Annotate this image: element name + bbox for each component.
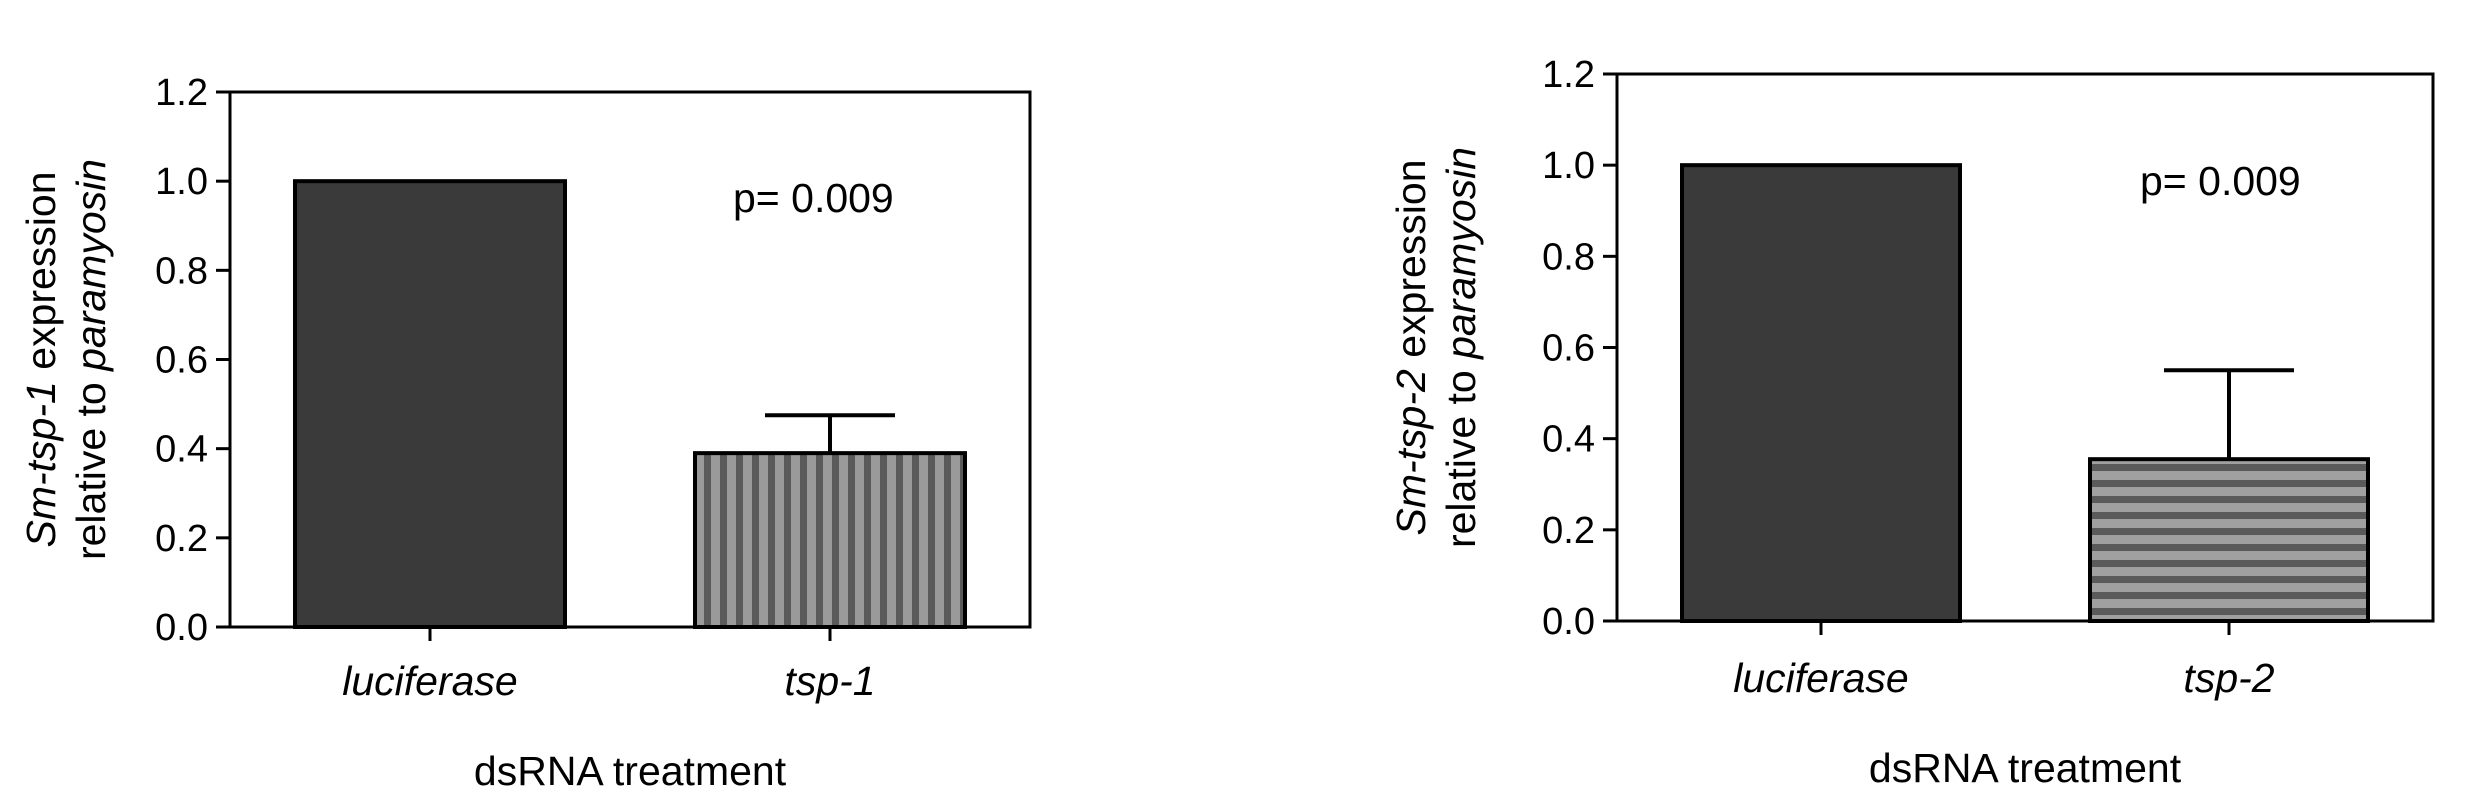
p-value-annotation: p= 0.009 — [2140, 158, 2301, 204]
y-axis-title-relative: relative to — [1438, 359, 1484, 548]
y-axis-title-line2: relative to paramyosin — [1438, 147, 1484, 548]
bar-chart-tsp1: p= 0.009 dsRNA treatment Sm-tsp-1 expres… — [18, 72, 1032, 794]
y-axis-title-expr: expression — [18, 172, 64, 382]
x-axis-title: dsRNA treatment — [1869, 745, 2182, 791]
bar-luciferase — [293, 179, 567, 630]
y-tick-label: 0.0 — [1542, 601, 1595, 643]
x-tick-label-tsp-1: tsp-1 — [784, 658, 875, 704]
y-tick-label: 0.8 — [155, 250, 208, 292]
y-tick-label: 1.0 — [155, 161, 208, 203]
y-axis-title: Sm-tsp-2 expression relative to paramyos… — [1388, 147, 1484, 548]
y-tick-label: 1.2 — [1542, 54, 1595, 96]
y-tick-label: 0.6 — [1542, 328, 1595, 370]
y-axis-title-relative: relative to — [68, 371, 114, 560]
bar-luciferase — [1680, 163, 1962, 624]
y-tick-label: 0.2 — [1542, 510, 1595, 552]
y-axis-title-gene: Sm-tsp-2 — [1388, 369, 1434, 536]
y-tick-label: 0.4 — [1542, 419, 1595, 461]
x-tick-label-luciferase: luciferase — [1733, 655, 1908, 701]
p-value-annotation: p= 0.009 — [733, 175, 894, 221]
bar-chart-tsp2: p= 0.009 dsRNA treatment Sm-tsp-2 expres… — [1388, 54, 2435, 791]
x-tick-label-tsp-2: tsp-2 — [2183, 655, 2274, 701]
x-axis-title: dsRNA treatment — [474, 748, 787, 794]
y-axis-title-ref: paramyosin — [1438, 147, 1484, 361]
chart-panel-tsp2: p= 0.009 dsRNA treatment Sm-tsp-2 expres… — [1380, 0, 2473, 805]
y-tick-label: 0.8 — [1542, 236, 1595, 278]
y-axis-title-line1: Sm-tsp-2 expression — [1388, 160, 1434, 536]
y-axis-title: Sm-tsp-1 expression relative to paramyos… — [18, 159, 114, 560]
y-tick-label: 1.0 — [1542, 145, 1595, 187]
x-tick-label-luciferase: luciferase — [342, 658, 517, 704]
y-tick-label: 0.0 — [155, 607, 208, 649]
y-tick-label: 0.6 — [155, 340, 208, 382]
y-tick-label: 0.2 — [155, 518, 208, 560]
y-axis-title-line2: relative to paramyosin — [68, 159, 114, 560]
y-tick-label: 0.4 — [155, 429, 208, 471]
bar-tsp-2 — [2088, 457, 2370, 623]
y-axis-title-gene: Sm-tsp-1 — [18, 381, 64, 547]
y-axis-title-line1: Sm-tsp-1 expression — [18, 172, 64, 548]
y-tick-label: 1.2 — [155, 72, 208, 114]
y-axis-title-expr: expression — [1388, 160, 1434, 370]
bar-tsp-1 — [693, 451, 967, 629]
chart-panel-tsp1: p= 0.009 dsRNA treatment Sm-tsp-1 expres… — [0, 0, 1080, 805]
y-axis-title-ref: paramyosin — [68, 159, 114, 373]
